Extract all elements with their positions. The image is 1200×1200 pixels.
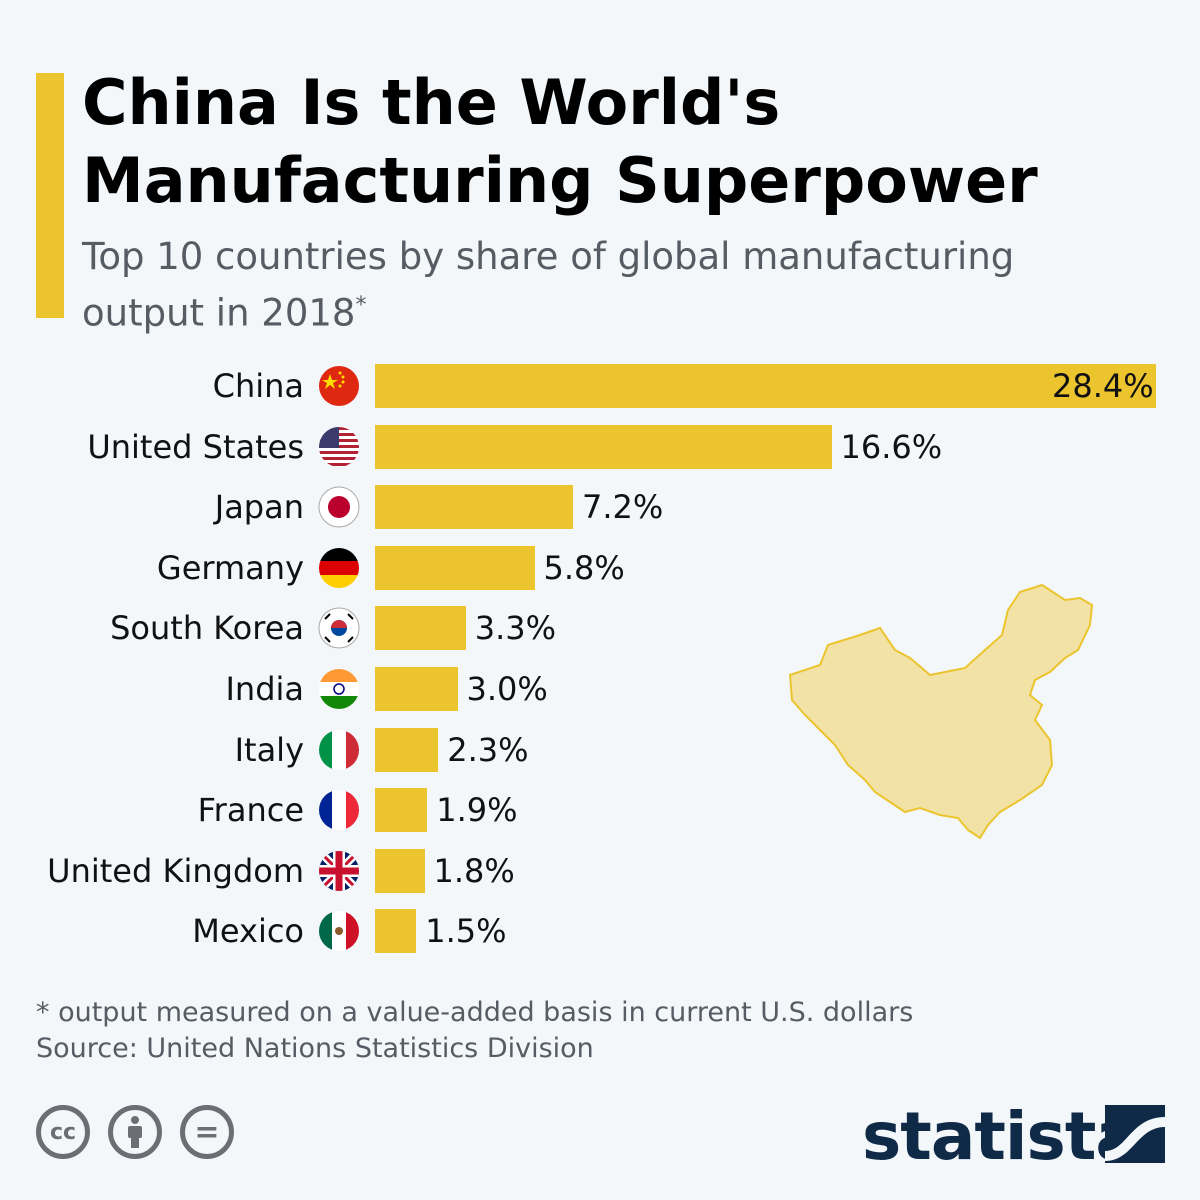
- bar-united-states: [375, 424, 832, 469]
- value-label: 16.6%: [840, 427, 943, 466]
- value-label: 3.3%: [474, 609, 557, 648]
- nd-glyph: =: [194, 1114, 220, 1150]
- category-label: India: [225, 670, 304, 708]
- category-label: Mexico: [192, 912, 304, 951]
- bar-france: [375, 788, 428, 833]
- france-flag-icon: [319, 790, 359, 831]
- category-label: Germany: [156, 548, 304, 587]
- india-flag-icon: [319, 669, 359, 709]
- no-derivatives-icon[interactable]: =: [180, 1105, 234, 1159]
- bar-south-korea: [375, 606, 466, 651]
- accent-bar: [36, 73, 64, 318]
- footnote: * output measured on a value-added basis…: [36, 997, 914, 1028]
- mexico-flag-icon: [319, 911, 359, 952]
- value-label: 2.3%: [447, 730, 529, 769]
- value-label: 1.8%: [433, 851, 515, 890]
- value-label: 28.4%: [1052, 367, 1154, 405]
- uk-flag-icon: [319, 850, 359, 891]
- china-flag-icon: [319, 366, 359, 406]
- statista-logo: statista: [862, 1098, 1140, 1175]
- category-label: United States: [87, 427, 304, 466]
- bar-japan: [375, 485, 573, 530]
- bar-mexico: [375, 909, 417, 954]
- value-label: 7.2%: [582, 488, 664, 527]
- source: Source: United Nations Statistics Divisi…: [36, 1033, 594, 1064]
- category-label: United Kingdom: [47, 851, 304, 890]
- subtitle-text: Top 10 countries by share of global manu…: [82, 235, 1015, 335]
- bar-germany: [375, 545, 535, 590]
- germany-flag-icon: [319, 547, 359, 588]
- category-label: Italy: [234, 730, 304, 769]
- value-label: 5.8%: [543, 548, 625, 587]
- attribution-icon[interactable]: [108, 1105, 162, 1159]
- category-label: China: [212, 367, 304, 405]
- south-korea-flag-icon: [318, 607, 360, 649]
- statista-logo-mark: [1105, 1105, 1165, 1163]
- chart-subtitle: Top 10 countries by share of global manu…: [82, 232, 1082, 337]
- value-label: 3.0%: [466, 670, 548, 708]
- cc-glyph: cc: [49, 1119, 77, 1145]
- category-label: South Korea: [110, 609, 304, 648]
- usa-flag-icon: [319, 426, 359, 467]
- chart-title: China Is the World's Manufacturing Super…: [82, 66, 1038, 217]
- japan-flag-icon: [318, 486, 360, 528]
- cc-icon[interactable]: cc: [36, 1105, 90, 1159]
- bar-italy: [375, 727, 439, 772]
- subtitle-footnote-mark: *: [355, 293, 367, 318]
- bar-united-kingdom: [375, 848, 425, 893]
- china-map: [788, 583, 1094, 840]
- bar-india: [375, 667, 458, 711]
- bar-china: [375, 364, 1156, 408]
- value-label: 1.9%: [436, 791, 518, 830]
- category-label: Japan: [214, 488, 304, 527]
- person-icon: [128, 1116, 142, 1148]
- value-label: 1.5%: [425, 912, 507, 951]
- category-label: France: [197, 791, 304, 830]
- italy-flag-icon: [319, 729, 359, 770]
